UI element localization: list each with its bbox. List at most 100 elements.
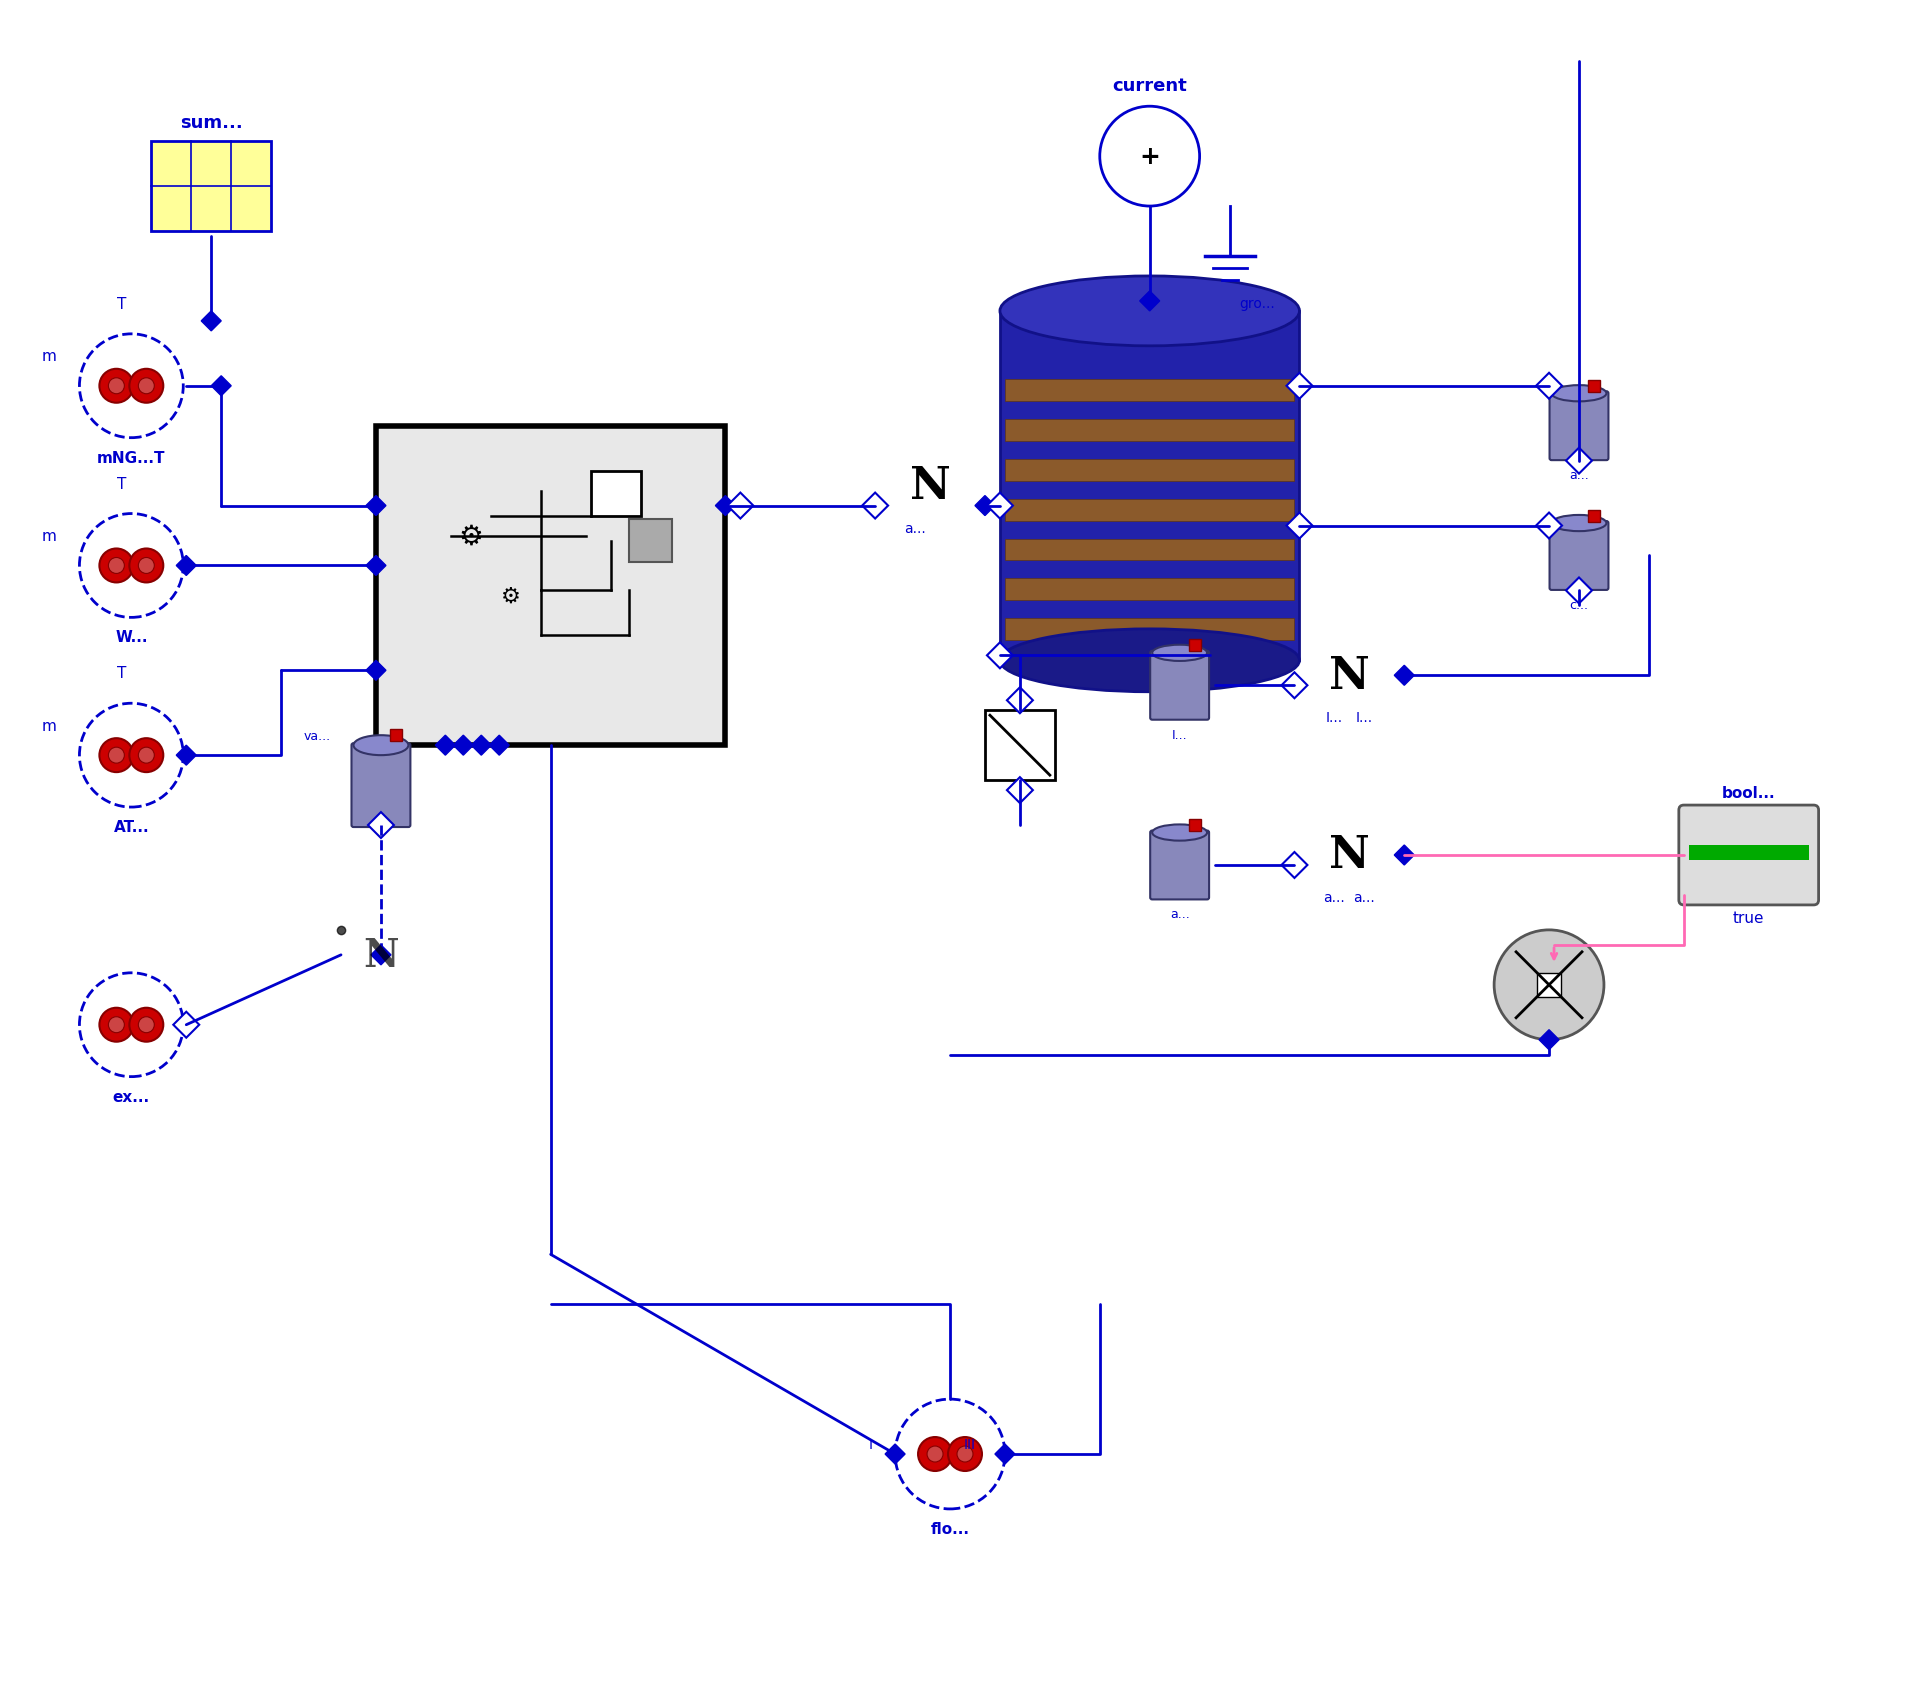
Text: a...: a... [1354, 890, 1375, 904]
Text: va...: va... [303, 730, 330, 742]
Polygon shape [202, 312, 221, 332]
Ellipse shape [1152, 825, 1208, 841]
Bar [1004, 419, 1294, 442]
Bar [985, 711, 1054, 781]
FancyBboxPatch shape [1549, 522, 1609, 590]
Text: I...: I... [1171, 728, 1187, 742]
Polygon shape [173, 1013, 200, 1038]
Text: ⚙: ⚙ [459, 522, 484, 551]
Polygon shape [211, 377, 230, 397]
Text: +: + [1139, 145, 1160, 169]
Text: a...: a... [1169, 907, 1190, 921]
Text: T: T [117, 297, 127, 312]
Polygon shape [885, 1444, 904, 1465]
Polygon shape [490, 737, 509, 755]
Text: gro...: gro... [1240, 297, 1275, 310]
Text: flo...: flo... [931, 1521, 970, 1536]
Ellipse shape [1000, 629, 1300, 692]
Polygon shape [987, 643, 1014, 668]
Circle shape [918, 1437, 952, 1471]
Text: W...: W... [115, 629, 148, 644]
Polygon shape [975, 496, 995, 517]
Text: m: m [42, 350, 56, 365]
Circle shape [129, 1008, 163, 1042]
Bar [1004, 619, 1294, 641]
Bar [1000, 312, 1300, 662]
FancyBboxPatch shape [351, 743, 411, 827]
Polygon shape [1006, 777, 1033, 803]
Polygon shape [1567, 448, 1592, 474]
Bar [1588, 380, 1599, 392]
Bar [390, 730, 401, 742]
Bar [376, 426, 726, 745]
Text: true: true [1734, 910, 1764, 926]
Polygon shape [470, 737, 492, 755]
Polygon shape [367, 662, 386, 680]
Bar [152, 142, 271, 232]
Circle shape [108, 379, 125, 394]
Text: N: N [1329, 834, 1369, 876]
Bar [1004, 459, 1294, 481]
Polygon shape [367, 556, 386, 576]
Ellipse shape [353, 737, 409, 755]
Circle shape [100, 738, 132, 772]
Circle shape [1494, 931, 1603, 1040]
Circle shape [100, 1008, 132, 1042]
Text: a...: a... [1569, 469, 1590, 483]
FancyBboxPatch shape [1549, 392, 1609, 460]
Polygon shape [716, 496, 735, 517]
Circle shape [129, 738, 163, 772]
Bar [591, 471, 641, 517]
FancyBboxPatch shape [1678, 805, 1818, 905]
Circle shape [138, 748, 154, 764]
Polygon shape [453, 737, 474, 755]
Text: N: N [363, 936, 399, 974]
Bar [1004, 539, 1294, 561]
Text: current: current [1112, 77, 1187, 95]
Polygon shape [862, 493, 889, 520]
Circle shape [108, 1018, 125, 1033]
Polygon shape [371, 945, 392, 965]
Circle shape [927, 1446, 943, 1463]
Polygon shape [1286, 513, 1313, 539]
Ellipse shape [1152, 644, 1208, 662]
Polygon shape [177, 745, 196, 766]
Bar [1538, 974, 1561, 997]
Polygon shape [1540, 1030, 1559, 1050]
Polygon shape [728, 493, 753, 520]
Polygon shape [1006, 687, 1033, 714]
Ellipse shape [1551, 515, 1607, 532]
Text: I...: I... [1327, 711, 1342, 725]
Polygon shape [1281, 673, 1308, 699]
Polygon shape [177, 556, 196, 576]
Polygon shape [995, 1444, 1016, 1465]
Polygon shape [1286, 373, 1313, 399]
Circle shape [129, 370, 163, 404]
Circle shape [956, 1446, 973, 1463]
Polygon shape [1536, 513, 1563, 539]
Circle shape [100, 370, 132, 404]
Bar [1188, 820, 1200, 832]
Polygon shape [369, 813, 394, 839]
Text: AT...: AT... [113, 820, 150, 834]
Bar [1004, 500, 1294, 522]
FancyBboxPatch shape [1150, 651, 1210, 720]
Text: ⚙: ⚙ [501, 587, 520, 605]
Polygon shape [1281, 852, 1308, 878]
Polygon shape [1536, 373, 1563, 399]
Text: T: T [117, 667, 127, 680]
Bar [1004, 580, 1294, 602]
Circle shape [100, 549, 132, 583]
Text: I...: I... [1356, 711, 1373, 725]
Ellipse shape [1000, 276, 1300, 346]
Polygon shape [987, 493, 1014, 520]
Polygon shape [367, 496, 386, 517]
Bar [628, 520, 672, 563]
Text: N: N [1329, 655, 1369, 697]
Text: a...: a... [904, 522, 925, 535]
Circle shape [108, 748, 125, 764]
Polygon shape [1394, 846, 1415, 866]
Polygon shape [436, 737, 455, 755]
Text: N: N [910, 465, 950, 508]
Text: sum...: sum... [180, 114, 242, 131]
